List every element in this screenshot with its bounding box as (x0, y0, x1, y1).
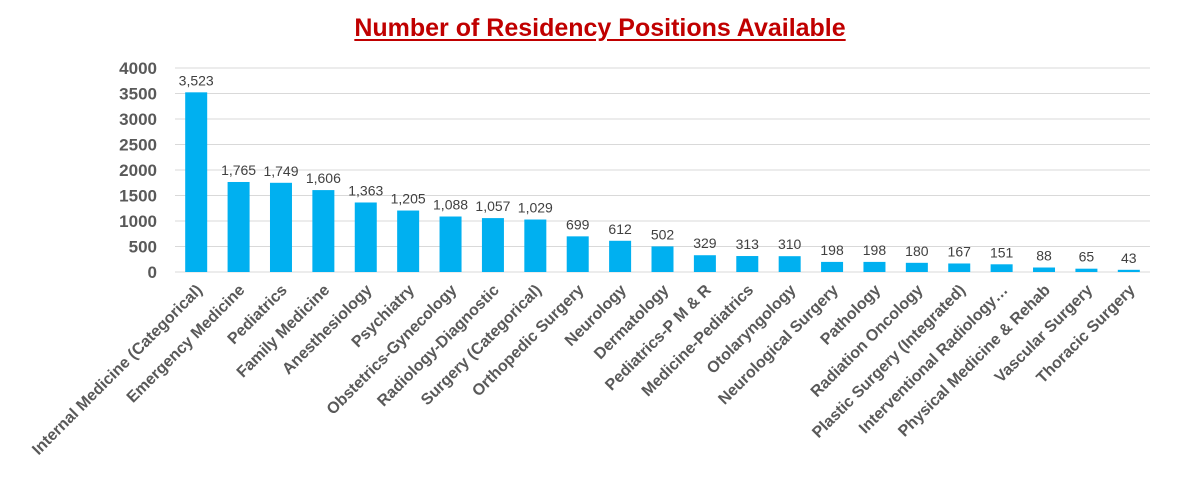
bar (651, 246, 674, 272)
data-label: 43 (1121, 250, 1137, 266)
bar (439, 216, 462, 272)
x-axis-ticks: Internal Medicine (Categorical)Emergency… (29, 281, 1138, 458)
y-tick-label: 1000 (119, 212, 157, 231)
bar (1117, 269, 1140, 272)
bar (312, 190, 335, 272)
data-label: 1,205 (391, 191, 426, 207)
bar (821, 261, 844, 272)
data-label: 1,606 (306, 170, 341, 186)
bar (481, 218, 504, 272)
bar (185, 92, 208, 273)
bar (990, 264, 1013, 272)
y-tick-label: 3000 (119, 110, 157, 129)
bar (566, 236, 589, 272)
data-label: 198 (863, 242, 887, 258)
bar (863, 261, 886, 272)
data-label: 3,523 (179, 72, 214, 88)
data-label: 1,029 (518, 200, 553, 216)
bar (354, 202, 377, 272)
data-label: 699 (566, 216, 590, 232)
data-label: 65 (1079, 249, 1095, 265)
data-label: 612 (608, 221, 632, 237)
y-axis-ticks: 0 500 1000 1500 2000 2500 3000 3500 4000 (119, 59, 157, 282)
bar (905, 262, 928, 272)
data-label: 310 (778, 236, 802, 252)
data-label: 1,749 (263, 163, 298, 179)
bar (736, 256, 759, 272)
data-label: 313 (736, 236, 760, 252)
data-label: 167 (948, 243, 972, 259)
data-label: 1,088 (433, 197, 468, 213)
bar (609, 240, 632, 272)
bar (524, 219, 547, 272)
x-tick-label: Dermatology (591, 282, 672, 363)
y-tick-label: 2000 (119, 161, 157, 180)
y-tick-label: 3500 (119, 85, 157, 104)
data-label: 180 (905, 243, 929, 259)
data-labels: 3,523 1,765 1,749 1,606 1,363 1,205 1,088 1,057… (179, 72, 1137, 265)
y-tick-label: 1500 (119, 187, 157, 206)
chart-title: Number of Residency Positions Available (354, 14, 846, 42)
data-label: 1,057 (475, 198, 510, 214)
data-label: 1,765 (221, 162, 256, 178)
x-tick-label: Internal Medicine (Categorical) (29, 282, 206, 459)
y-tick-label: 4000 (119, 59, 157, 78)
bar (269, 182, 292, 272)
data-label: 88 (1036, 248, 1052, 264)
data-label: 329 (693, 235, 717, 251)
data-label: 502 (651, 226, 675, 242)
y-tick-label: 0 (148, 263, 157, 282)
data-label: 198 (820, 242, 844, 258)
data-label: 151 (990, 244, 1014, 260)
bar (948, 263, 971, 272)
bar (227, 181, 250, 272)
bar (397, 210, 420, 272)
data-label: 1,363 (348, 182, 383, 198)
bar (1033, 267, 1056, 272)
y-tick-label: 500 (129, 238, 157, 257)
y-tick-label: 2500 (119, 136, 157, 155)
x-tick-label: Plastic Surgery (Integrated) (809, 282, 969, 442)
bar (1075, 268, 1098, 272)
bar (778, 256, 801, 272)
bar (693, 255, 716, 272)
bars (185, 92, 1140, 273)
